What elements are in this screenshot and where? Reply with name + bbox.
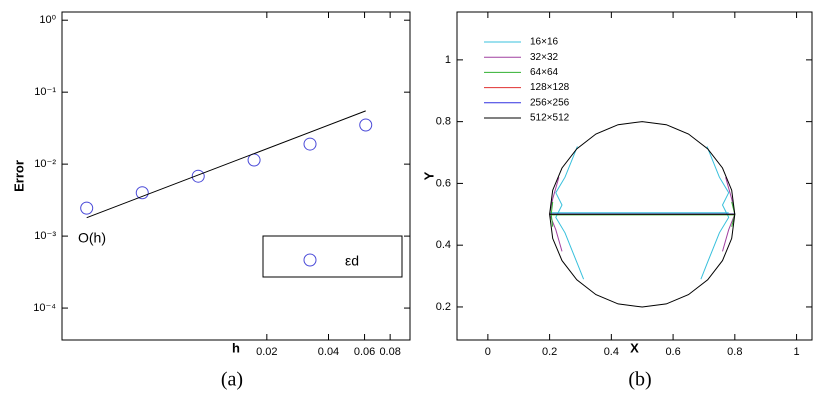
x-tick-label: 0.2 (542, 346, 557, 358)
x-tick-label: 0 (485, 346, 491, 358)
legend-box (262, 235, 403, 278)
legend-marker (303, 253, 317, 267)
data-point (80, 201, 94, 215)
legend-label: 64×64 (530, 67, 559, 78)
x-tick-label: 0.04 (318, 346, 339, 358)
plot-frame (61, 11, 411, 341)
plot-frame (456, 11, 813, 341)
legend-label: 16×16 (530, 37, 559, 48)
legend-label: 256×256 (530, 97, 570, 108)
x-tick-label: 0.8 (727, 346, 742, 358)
series-line (549, 121, 736, 308)
data-point (191, 169, 205, 183)
legend-label: 512×512 (530, 113, 570, 124)
x-tick-label: 0.06 (354, 346, 375, 358)
legend-label: εd (345, 253, 359, 269)
y-tick-label: 10⁰ (39, 14, 56, 26)
legend-label: 32×32 (530, 52, 559, 63)
y-tick-label: 10⁻² (34, 158, 56, 170)
series-line (86, 110, 366, 219)
y-tick-label: 0.6 (436, 177, 451, 189)
data-point (247, 153, 261, 167)
data-point (135, 186, 149, 200)
x-tick-label: 1 (794, 346, 800, 358)
x-tick-label: 0.6 (665, 346, 680, 358)
x-tick-label: 0.08 (379, 346, 400, 358)
y-tick-label: 1 (445, 54, 451, 66)
caption: (b) (628, 369, 651, 391)
y-axis-label: Error (11, 160, 26, 192)
y-tick-label: 10⁻¹ (34, 86, 56, 98)
x-tick-label: 0.4 (604, 346, 619, 358)
y-tick-label: 10⁻⁴ (33, 302, 56, 314)
y-tick-label: 0.2 (436, 301, 451, 313)
annotation: O(h) (78, 230, 106, 246)
y-axis-label: Y (421, 171, 436, 180)
legend-label: 128×128 (530, 82, 570, 93)
data-point (359, 118, 373, 132)
x-tick-label: 0.02 (256, 346, 277, 358)
x-axis-label: h (232, 340, 240, 355)
y-tick-label: 10⁻³ (34, 230, 56, 242)
y-tick-label: 0.8 (436, 116, 451, 128)
x-axis-label: X (630, 340, 639, 355)
caption: (a) (221, 369, 243, 391)
series-line (549, 146, 730, 280)
y-tick-label: 0.4 (436, 239, 451, 251)
data-point (303, 137, 317, 151)
